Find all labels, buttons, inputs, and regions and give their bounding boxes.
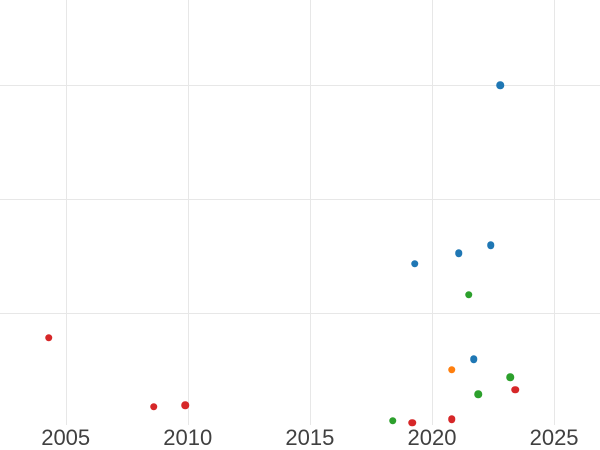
data-point-blue-3 [486,241,495,249]
data-point-red-0 [44,334,53,342]
data-point-red-2 [181,401,190,409]
data-point-green-0 [389,417,397,425]
y-gridline-1 [0,199,600,201]
data-point-blue-2 [469,355,478,363]
x-gridline-2020 [431,0,433,425]
data-point-blue-4 [496,81,505,89]
data-point-red-4 [447,415,456,424]
x-tick-label-2020: 2020 [407,425,457,450]
data-point-blue-1 [455,249,463,258]
data-point-blue-0 [411,259,419,268]
x-tick-label-2005: 2005 [41,425,91,450]
data-point-red-1 [149,402,158,411]
y-gridline-2 [0,85,600,86]
y-gridline-0 [0,313,600,315]
x-axis: 2005 2010 2015 2020 2025 [0,425,600,450]
x-tick-label-2015: 2015 [285,425,335,450]
x-gridline-2025 [554,0,556,425]
x-tick-label-2025: 2025 [529,425,579,450]
data-point-green-1 [464,290,473,299]
data-point-green-2 [474,390,483,399]
plot-area [0,0,600,427]
x-gridline-2005 [65,0,67,425]
x-gridline-2015 [309,0,311,425]
data-point-red-3 [408,419,417,427]
data-point-orange-0 [447,366,456,374]
x-gridline-2010 [187,0,189,425]
data-point-green-3 [506,373,514,382]
x-tick-label-2010: 2010 [163,425,213,450]
data-point-red-5 [511,385,519,394]
